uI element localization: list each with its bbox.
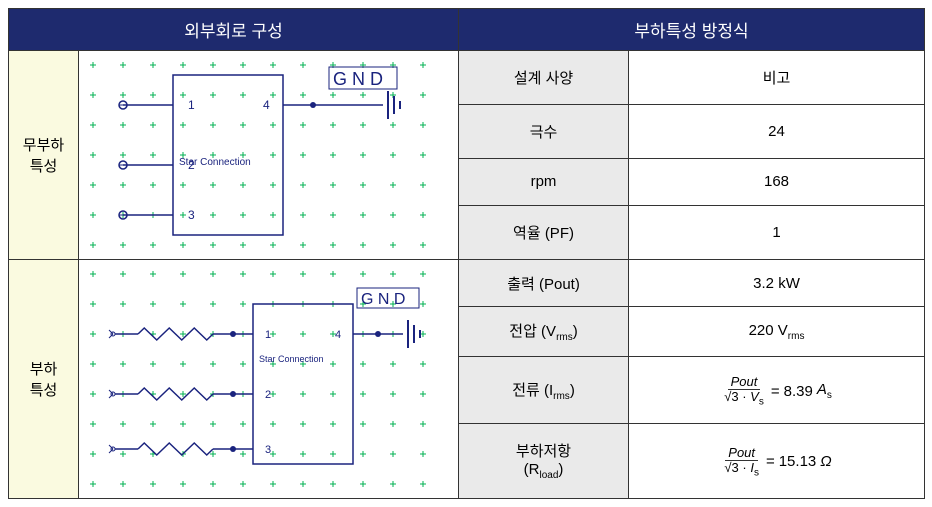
current-label-sub: rms	[553, 391, 570, 402]
current-den-var: V	[750, 389, 759, 404]
current-num: Pout	[728, 375, 761, 390]
spec-current-label: 전류 (Irms)	[459, 357, 629, 424]
svg-text:3: 3	[265, 444, 271, 456]
diagram-load: Star Connection 1 2 3 4 G N D	[83, 264, 443, 494]
svg-text:3: 3	[188, 208, 195, 222]
rload-den-pre: √3	[724, 460, 738, 475]
current-res: 8.39	[784, 383, 813, 400]
diagram-load-cell: Star Connection 1 2 3 4 G N D	[79, 260, 459, 499]
svg-text:1: 1	[188, 98, 195, 112]
svg-text:2: 2	[188, 158, 195, 172]
header-circuit: 외부회로 구성	[9, 9, 459, 51]
spec-header-label: 설계 사양	[459, 51, 629, 105]
side-noload-text: 무부하특성	[23, 137, 64, 175]
current-den-mid: ·	[742, 389, 746, 404]
rload-unit: Ω	[820, 453, 831, 470]
spec-row-0-label: 극수	[459, 104, 629, 158]
svg-text:Star Connection: Star Connection	[259, 354, 324, 364]
current-den: √3 · Vs	[721, 390, 767, 408]
rload-den-sub: s	[754, 467, 759, 478]
main-table: 외부회로 구성 부하특성 방정식 무부하특성 Star Connection 1 2…	[8, 8, 925, 499]
rload-num: Pout	[725, 446, 758, 461]
spec-row-2-value: 1	[629, 206, 925, 260]
voltage-label-sub: rms	[556, 332, 573, 343]
current-fraction: Pout √3 · Vs	[721, 375, 767, 408]
rload-den-mid: ·	[742, 460, 746, 475]
spec-row-2-label: 역율 (PF)	[459, 206, 629, 260]
current-den-pre: √3	[724, 389, 738, 404]
spec-row-1-label: rpm	[459, 158, 629, 206]
svg-text:G N D: G N D	[333, 69, 383, 89]
voltage-value-text: 220 V	[749, 322, 788, 339]
spec-voltage-value: 220 Vrms	[629, 307, 925, 357]
current-eq: =	[771, 383, 780, 400]
voltage-label-text: 전압 (V	[509, 323, 556, 340]
voltage-value-sub: rms	[788, 331, 805, 342]
diagram-noload: Star Connection1234G N D	[83, 55, 443, 255]
spec-row-1-value: 168	[629, 158, 925, 206]
rload-label2: (R	[524, 461, 540, 478]
spec-row-3-value: 3.2 kW	[629, 260, 925, 307]
spec-header-note: 비고	[629, 51, 925, 105]
current-unit-sub: s	[827, 390, 832, 401]
current-label-text: 전류 (I	[512, 382, 553, 399]
rload-den: √3 · Is	[721, 461, 762, 479]
spec-rload-label: 부하저항 (Rload)	[459, 423, 629, 498]
spec-current-value: Pout √3 · Vs = 8.39 As	[629, 357, 925, 424]
voltage-label-close: )	[573, 323, 578, 340]
spec-row-0-value: 24	[629, 104, 925, 158]
spec-rload-value: Pout √3 · Is = 15.13 Ω	[629, 423, 925, 498]
side-noload: 무부하특성	[9, 51, 79, 260]
svg-text:2: 2	[265, 389, 271, 401]
spec-row-3-label: 출력 (Pout)	[459, 260, 629, 307]
rload-sub: load	[539, 470, 558, 481]
current-unit: A	[817, 381, 827, 398]
svg-text:4: 4	[263, 98, 270, 112]
svg-text:G N D: G N D	[361, 291, 405, 308]
current-den-sub: s	[759, 397, 764, 408]
rload-label1: 부하저항	[516, 443, 571, 460]
diagram-noload-cell: Star Connection1234G N D	[79, 51, 459, 260]
rload-res: 15.13	[779, 453, 817, 470]
side-load-text: 부하특성	[30, 361, 58, 399]
rload-label3: )	[558, 461, 563, 478]
current-label-close: )	[570, 382, 575, 399]
svg-text:1: 1	[265, 329, 271, 341]
side-load: 부하특성	[9, 260, 79, 499]
header-equation: 부하특성 방정식	[459, 9, 925, 51]
rload-eq: =	[766, 453, 775, 470]
spec-voltage-label: 전압 (Vrms)	[459, 307, 629, 357]
rload-fraction: Pout √3 · Is	[721, 446, 762, 479]
svg-text:4: 4	[335, 329, 341, 341]
